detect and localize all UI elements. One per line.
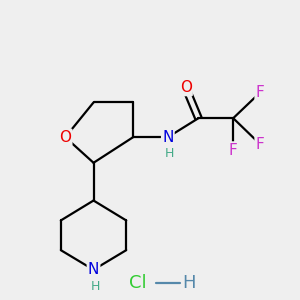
Text: N: N	[88, 262, 99, 277]
Text: O: O	[59, 130, 71, 145]
Text: Cl: Cl	[129, 274, 147, 292]
Text: F: F	[256, 136, 264, 152]
Text: N: N	[162, 130, 173, 145]
Text: F: F	[229, 142, 238, 158]
Text: H: H	[182, 274, 195, 292]
Text: F: F	[256, 85, 264, 100]
Text: H: H	[90, 280, 100, 292]
Text: O: O	[180, 80, 192, 95]
Text: H: H	[165, 147, 174, 160]
